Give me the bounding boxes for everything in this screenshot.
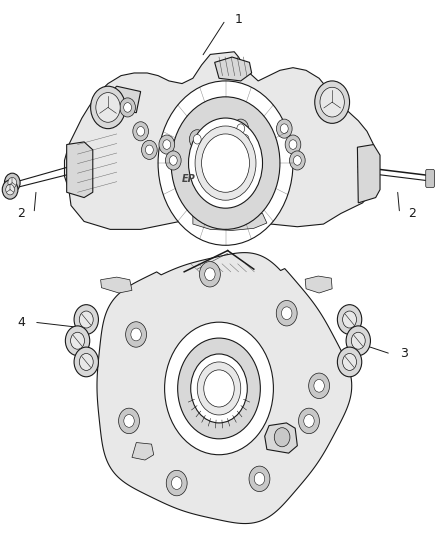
Text: EP: EP: [182, 174, 195, 184]
Circle shape: [201, 134, 250, 192]
Circle shape: [91, 86, 125, 128]
Circle shape: [320, 87, 344, 117]
Circle shape: [195, 126, 256, 200]
Circle shape: [241, 134, 249, 144]
Circle shape: [280, 124, 288, 133]
Circle shape: [4, 173, 20, 192]
Text: 3: 3: [399, 348, 407, 360]
Circle shape: [346, 326, 371, 356]
Circle shape: [119, 408, 139, 434]
Circle shape: [276, 301, 297, 326]
Circle shape: [237, 124, 245, 133]
FancyBboxPatch shape: [426, 169, 434, 188]
Circle shape: [124, 103, 131, 112]
Circle shape: [282, 307, 292, 320]
Circle shape: [204, 370, 234, 407]
Circle shape: [124, 415, 134, 427]
Circle shape: [159, 135, 175, 154]
Circle shape: [293, 156, 301, 165]
Polygon shape: [305, 276, 332, 293]
Circle shape: [189, 130, 205, 149]
Polygon shape: [64, 52, 378, 229]
Text: 2: 2: [408, 207, 416, 220]
Polygon shape: [357, 144, 380, 203]
Circle shape: [126, 322, 147, 347]
Circle shape: [193, 134, 201, 144]
Polygon shape: [265, 423, 297, 453]
Circle shape: [79, 353, 93, 370]
Circle shape: [166, 470, 187, 496]
Text: 4: 4: [18, 316, 25, 329]
Circle shape: [131, 328, 141, 341]
Circle shape: [197, 362, 241, 415]
Circle shape: [337, 305, 362, 334]
Circle shape: [171, 477, 182, 489]
Circle shape: [6, 184, 14, 195]
Circle shape: [343, 353, 357, 370]
Circle shape: [158, 81, 293, 245]
Polygon shape: [97, 253, 352, 523]
Circle shape: [2, 180, 18, 199]
Circle shape: [274, 427, 290, 447]
Circle shape: [285, 135, 301, 154]
Circle shape: [290, 151, 305, 170]
Polygon shape: [215, 57, 252, 81]
Circle shape: [65, 326, 90, 356]
Circle shape: [178, 338, 260, 439]
Circle shape: [315, 81, 350, 123]
Circle shape: [202, 145, 210, 155]
Circle shape: [309, 373, 329, 399]
Circle shape: [165, 322, 273, 455]
Circle shape: [137, 126, 145, 136]
Circle shape: [343, 311, 357, 328]
Circle shape: [74, 347, 99, 377]
Circle shape: [351, 332, 365, 349]
Circle shape: [254, 472, 265, 485]
Polygon shape: [101, 277, 132, 293]
Circle shape: [8, 177, 17, 188]
Text: 1: 1: [234, 13, 242, 27]
Circle shape: [170, 156, 177, 165]
Circle shape: [337, 347, 362, 377]
Circle shape: [198, 140, 214, 159]
Circle shape: [141, 140, 157, 159]
Circle shape: [205, 268, 215, 280]
Circle shape: [249, 466, 270, 491]
Polygon shape: [108, 86, 141, 113]
Polygon shape: [193, 214, 267, 230]
Circle shape: [145, 145, 153, 155]
Circle shape: [304, 415, 314, 427]
Circle shape: [191, 354, 247, 423]
Circle shape: [96, 93, 120, 122]
Circle shape: [237, 130, 253, 149]
Circle shape: [233, 119, 249, 138]
Polygon shape: [67, 142, 93, 198]
Circle shape: [163, 140, 171, 149]
Circle shape: [199, 262, 220, 287]
Circle shape: [74, 305, 99, 334]
Circle shape: [314, 379, 324, 392]
Text: 2: 2: [18, 207, 25, 220]
Circle shape: [188, 118, 262, 208]
Circle shape: [120, 98, 135, 117]
Circle shape: [71, 332, 85, 349]
Circle shape: [171, 97, 280, 229]
Circle shape: [133, 122, 148, 141]
Polygon shape: [132, 442, 154, 460]
Circle shape: [299, 408, 319, 434]
Circle shape: [166, 151, 181, 170]
Circle shape: [79, 311, 93, 328]
Circle shape: [289, 140, 297, 149]
Circle shape: [276, 119, 292, 138]
